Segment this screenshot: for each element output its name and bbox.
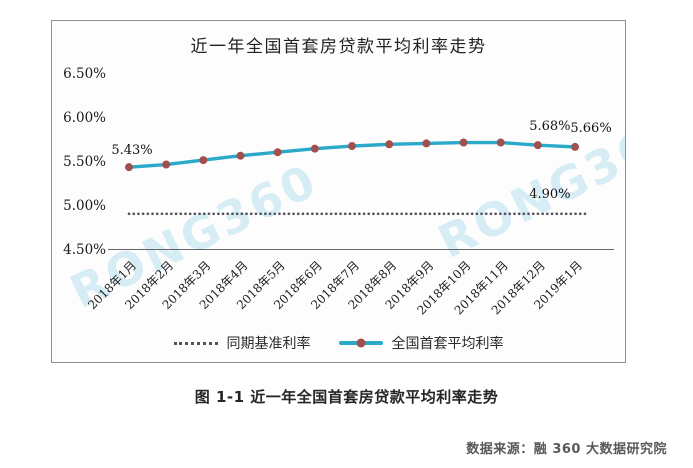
data-point-marker xyxy=(459,138,468,147)
legend-item-average-rate: 全国首套平均利率 xyxy=(338,333,504,353)
dotted-line-swatch-icon xyxy=(173,341,218,345)
chart-legend: 同期基准利率 全国首套平均利率 xyxy=(52,333,625,353)
data-point-marker xyxy=(385,140,394,149)
data-point-marker xyxy=(310,144,319,153)
legend-label-average-rate: 全国首套平均利率 xyxy=(391,336,504,352)
legend-label-baseline: 同期基准利率 xyxy=(226,336,311,352)
data-point-marker xyxy=(348,142,357,151)
y-axis-tick-label: 4.50% xyxy=(63,242,106,258)
figure-caption: 图 1-1 近一年全国首套房贷款平均利率走势 xyxy=(194,388,499,406)
data-point-marker xyxy=(496,138,505,147)
data-point-marker xyxy=(125,163,133,172)
data-source-credit: 数据来源：融 360 大数据研究院 xyxy=(466,442,667,457)
data-point-value-label: 5.68% xyxy=(529,119,570,134)
data-point-value-label: 4.90% xyxy=(529,187,570,202)
data-point-marker xyxy=(571,142,580,151)
y-axis-tick-label: 6.00% xyxy=(63,110,106,126)
y-axis-tick-label: 6.50% xyxy=(63,66,106,82)
data-point-marker xyxy=(273,148,282,157)
data-point-marker xyxy=(422,139,431,148)
data-point-marker xyxy=(236,151,245,160)
data-point-marker xyxy=(199,156,208,165)
data-point-marker xyxy=(533,141,542,150)
chart-frame: RONG360 RONG360 近一年全国首套房贷款平均利率走势 6.50% 6.… xyxy=(51,20,626,363)
y-axis-tick-label: 5.50% xyxy=(63,154,106,170)
chart-title: 近一年全国首套房贷款平均利率走势 xyxy=(190,37,487,57)
data-point-marker xyxy=(162,160,171,169)
marker-line-swatch-icon xyxy=(338,338,383,348)
legend-item-baseline: 同期基准利率 xyxy=(173,333,311,353)
y-axis-tick-label: 5.00% xyxy=(63,198,106,214)
rate-trend-chart: 6.50%6.00%5.50%5.00%4.50%2018年1月2018年2月2… xyxy=(63,66,614,317)
data-point-value-label: 5.43% xyxy=(111,143,152,158)
data-point-value-label: 5.66% xyxy=(570,121,611,136)
